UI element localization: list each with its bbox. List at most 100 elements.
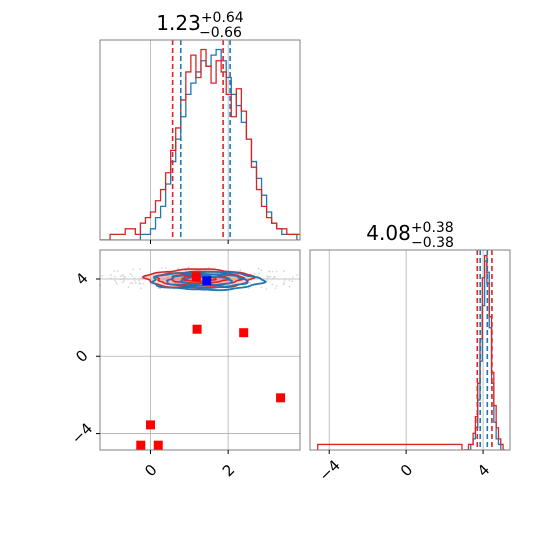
sample-dot bbox=[296, 274, 299, 277]
sample-dot bbox=[139, 268, 142, 271]
axes-frame-top-left bbox=[99, 39, 301, 241]
sample-dot bbox=[247, 287, 250, 290]
sample-dot bbox=[239, 269, 242, 271]
sample-dot bbox=[124, 275, 126, 278]
x-tick-label: 0 bbox=[141, 461, 160, 480]
title-bottom-right: 4.08+0.38 bbox=[366, 220, 453, 245]
sample-dot bbox=[133, 277, 136, 280]
sample-dot bbox=[116, 283, 119, 285]
sample-dot bbox=[164, 266, 167, 269]
sample-dot bbox=[159, 287, 162, 290]
contour-panel-bottom-left: 0 2 4 0 −4 bbox=[68, 249, 307, 480]
contour-blue-level-0 bbox=[151, 270, 267, 292]
sample-dot bbox=[165, 276, 168, 279]
tick-marks-bottom-left bbox=[96, 278, 229, 454]
red-marker-point bbox=[239, 328, 249, 338]
sample-dot bbox=[187, 266, 190, 269]
sample-dot bbox=[160, 267, 163, 270]
title-top-left: 1.23+0.64 bbox=[156, 10, 244, 35]
sample-dot bbox=[110, 274, 113, 276]
sample-dot bbox=[305, 278, 307, 280]
sample-dot bbox=[138, 282, 141, 285]
sample-dot bbox=[256, 274, 259, 277]
histogram-series-bottom-right bbox=[317, 254, 506, 450]
sample-dot bbox=[167, 276, 169, 279]
sample-dot bbox=[274, 287, 277, 290]
x-tick-label: −4 bbox=[316, 456, 344, 484]
x-tick-label: 2 bbox=[219, 461, 238, 480]
sample-dot bbox=[291, 276, 294, 279]
sample-dot bbox=[129, 282, 132, 285]
sample-dot bbox=[131, 275, 134, 278]
quantile-lines-top-left bbox=[171, 40, 231, 240]
sample-dot bbox=[283, 282, 285, 285]
red-marker-point bbox=[191, 272, 201, 282]
tick-labels-bottom-left: 0 2 4 0 −4 bbox=[68, 269, 239, 480]
sample-dot bbox=[273, 276, 276, 279]
sample-dot bbox=[116, 270, 119, 272]
title-lower-error-bottom-right: −0.38 bbox=[411, 235, 454, 251]
quantile-lines-bottom-right bbox=[476, 250, 493, 450]
sample-dot bbox=[142, 282, 145, 285]
sample-dot bbox=[145, 276, 148, 278]
tick-marks-top-left bbox=[149, 240, 229, 244]
sample-dot bbox=[113, 279, 116, 282]
sample-dot bbox=[134, 282, 137, 284]
histogram-step-2 bbox=[317, 443, 472, 450]
sample-dot bbox=[157, 287, 160, 290]
sample-dot bbox=[93, 281, 95, 283]
tick-labels-bottom-right: −4 0 4 bbox=[316, 456, 494, 484]
red-marker-point bbox=[192, 324, 202, 334]
sample-dot bbox=[283, 270, 285, 273]
axes-frame-bottom-left bbox=[99, 249, 301, 451]
sample-dot bbox=[140, 277, 142, 280]
histogram-step-1 bbox=[463, 254, 506, 450]
y-tick-label: −4 bbox=[68, 419, 96, 447]
sample-dot bbox=[133, 280, 136, 282]
sample-dot bbox=[260, 269, 263, 272]
red-marker-point bbox=[145, 420, 155, 430]
sample-dot bbox=[302, 273, 304, 275]
marker-points bbox=[136, 272, 286, 450]
sample-dot bbox=[140, 287, 142, 290]
sample-dot bbox=[266, 275, 268, 278]
sample-dot bbox=[177, 267, 180, 270]
sample-dot bbox=[113, 275, 116, 278]
x-tick-label: 0 bbox=[397, 461, 416, 480]
sample-dot bbox=[275, 284, 278, 287]
sample-dot bbox=[96, 283, 98, 285]
sample-dot bbox=[272, 277, 275, 280]
sample-dot bbox=[101, 274, 104, 277]
red-marker-point bbox=[276, 393, 286, 403]
histogram-step-1 bbox=[100, 48, 300, 240]
sample-dot bbox=[291, 280, 294, 283]
sample-dot bbox=[288, 285, 291, 288]
sample-dot bbox=[138, 279, 140, 282]
sample-dot bbox=[122, 281, 124, 283]
sample-dot bbox=[121, 274, 124, 277]
sample-dot bbox=[127, 286, 130, 289]
sample-dot bbox=[265, 288, 268, 290]
sample-dot bbox=[123, 279, 125, 282]
axes-frame-bottom-right bbox=[309, 249, 511, 451]
sample-dot bbox=[288, 279, 291, 282]
tick-marks-bottom-right bbox=[328, 450, 484, 454]
y-tick-label: 4 bbox=[72, 269, 91, 288]
sample-dot bbox=[284, 278, 286, 280]
sample-dot bbox=[258, 272, 261, 275]
sample-dot bbox=[131, 282, 134, 284]
sample-dot bbox=[119, 275, 122, 277]
sample-dot bbox=[113, 270, 116, 273]
sample-dot bbox=[110, 277, 112, 280]
sample-dot bbox=[98, 274, 100, 276]
sample-dot bbox=[208, 266, 210, 269]
blue-marker-point bbox=[202, 276, 212, 286]
sample-dot bbox=[253, 272, 256, 275]
sample-dot bbox=[249, 281, 252, 284]
histogram-series-top-left bbox=[100, 48, 300, 240]
red-marker-point bbox=[136, 440, 146, 450]
y-tick-label: 0 bbox=[72, 347, 91, 366]
title-lower-error-top-left: −0.66 bbox=[199, 25, 242, 41]
sample-dot bbox=[246, 277, 249, 280]
